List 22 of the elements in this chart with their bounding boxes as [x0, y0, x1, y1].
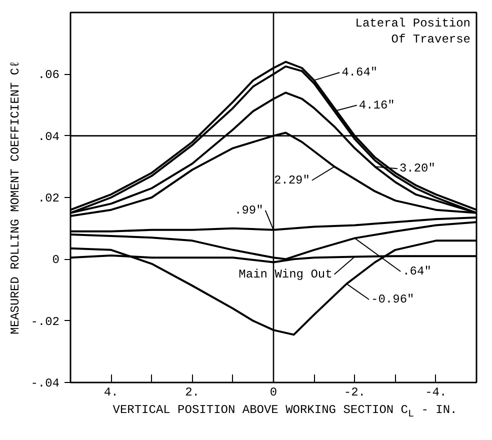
y-tick-label: .02: [38, 192, 60, 206]
x-tick-label: -2.: [344, 386, 366, 400]
y-axis-title: MEASURED ROLLING MOMENT COEFFICIENT Cℓ: [8, 60, 23, 334]
y-tick-label: .06: [38, 68, 60, 82]
text: .64": [402, 264, 432, 278]
y-tick-label: .04: [38, 130, 60, 144]
series-label: Main Wing Out: [238, 267, 332, 282]
legend-label: 3.20": [399, 162, 436, 176]
y-tick-label: -.04: [30, 376, 60, 390]
x-axis-title: VERTICAL POSITION ABOVE WORKING SECTION C$_{L}$ - IN.: [112, 402, 458, 422]
y-tick-label: -.02: [30, 314, 60, 329]
legend-label: 4.16": [358, 98, 395, 112]
legend-label: -0.96": [371, 292, 414, 306]
series-label: .99": [234, 203, 264, 218]
x-tick-label: 0: [270, 386, 278, 400]
x-tick-label: -4.: [425, 386, 447, 400]
x-tick-label: 2.: [185, 386, 200, 400]
x-tick-label: 4.: [104, 386, 118, 400]
legend-title: Lateral Position Of Traverse: [355, 16, 471, 46]
series-label: 2.29": [274, 173, 310, 188]
legend-label: 4.64": [342, 66, 378, 80]
y-tick-label: 0: [52, 253, 60, 268]
